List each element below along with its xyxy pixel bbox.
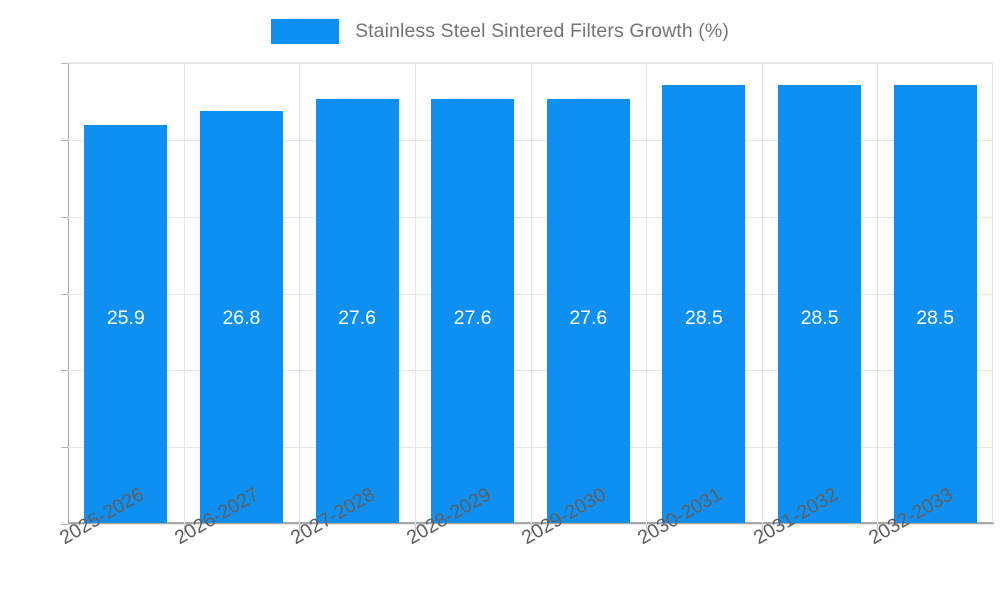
y-gridline — [68, 139, 993, 141]
bar[interactable]: 27.6 — [546, 98, 630, 523]
x-axis-category-label: 2030-2031 — [634, 483, 726, 550]
bar-value-label: 27.6 — [338, 307, 377, 329]
bar[interactable]: 28.5 — [893, 85, 977, 523]
bar-value-label: 28.5 — [800, 307, 839, 329]
x-axis-category-label: 2031-2032 — [750, 483, 842, 550]
y-tick-mark — [61, 370, 68, 372]
x-gridline — [877, 63, 878, 524]
x-axis-category-label: 2027-2028 — [287, 483, 379, 550]
x-tick-mark — [299, 524, 300, 536]
x-gridline — [184, 63, 185, 524]
bar-value-label: 27.6 — [453, 307, 492, 329]
x-axis-category-label: 2028-2029 — [403, 483, 495, 550]
bar[interactable]: 26.8 — [199, 111, 283, 523]
chart-legend: Stainless Steel Sintered Filters Growth … — [0, 12, 1000, 50]
y-tick-mark — [61, 293, 68, 295]
y-gridline — [68, 293, 993, 295]
x-tick-mark — [646, 524, 647, 536]
bar-value-label: 28.5 — [684, 307, 723, 329]
x-gridline — [531, 63, 532, 524]
y-tick-mark — [61, 524, 68, 525]
y-tick-mark — [61, 63, 68, 64]
y-tick-mark — [61, 216, 68, 218]
x-tick-mark — [531, 524, 532, 536]
bar-value-label: 25.9 — [106, 307, 145, 329]
bar-value-label: 26.8 — [222, 307, 261, 329]
y-axis-line — [68, 62, 69, 524]
x-gridline — [762, 63, 763, 524]
x-tick-mark — [762, 524, 763, 536]
y-tick-mark — [61, 139, 68, 141]
bar[interactable]: 25.9 — [84, 125, 168, 523]
plot-area: 25.9 26.8 27.6 27.6 27.6 28.5 28.5 28.5 — [61, 62, 993, 525]
bar-value-label: 28.5 — [916, 307, 955, 329]
y-gridline — [68, 216, 993, 218]
y-tick-mark — [61, 447, 68, 449]
bar-value-label: 27.6 — [569, 307, 608, 329]
x-axis-category-label: 2029-2030 — [518, 483, 610, 550]
bar[interactable]: 28.5 — [662, 85, 746, 523]
legend-color-swatch — [271, 18, 340, 44]
x-tick-mark — [877, 524, 878, 536]
x-axis-category-label: 2025-2026 — [56, 483, 148, 550]
x-axis-category-label: 2026-2027 — [171, 483, 263, 550]
x-tick-mark — [184, 524, 185, 536]
x-tick-mark — [415, 524, 416, 536]
y-gridline — [68, 447, 993, 449]
y-gridline — [68, 524, 993, 525]
x-gridline — [415, 63, 416, 524]
x-gridline — [299, 63, 300, 524]
x-gridline — [646, 63, 647, 524]
bar[interactable]: 27.6 — [431, 98, 515, 523]
bar[interactable]: 27.6 — [315, 98, 399, 523]
y-gridline — [68, 370, 993, 372]
y-gridline — [68, 63, 993, 64]
x-axis-category-label: 2032-2033 — [865, 483, 957, 550]
bar[interactable]: 28.5 — [778, 85, 862, 523]
legend-label: Stainless Steel Sintered Filters Growth … — [355, 19, 729, 42]
